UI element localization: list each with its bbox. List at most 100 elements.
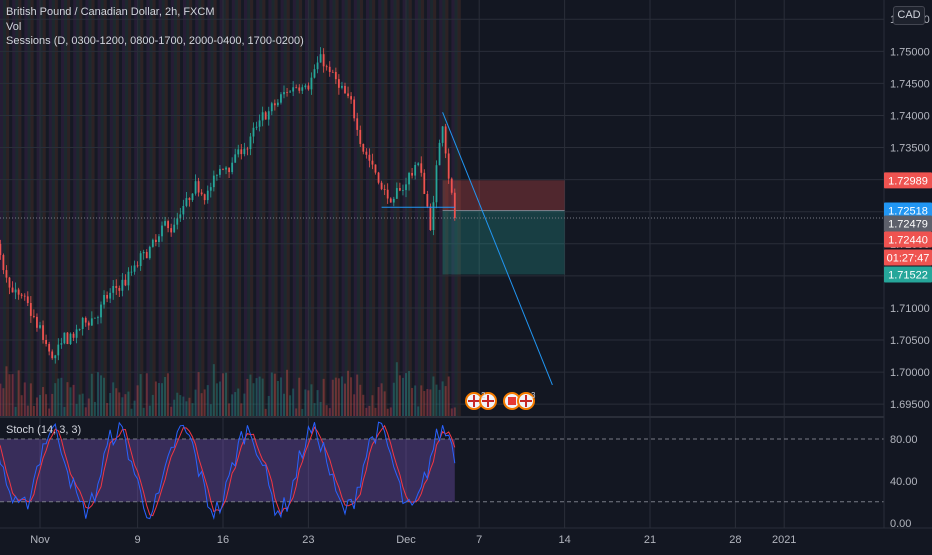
volume-bar (121, 397, 124, 417)
session-band (125, 0, 129, 417)
volume-bar (444, 386, 447, 417)
candle (139, 250, 142, 271)
candle (36, 313, 38, 332)
candle-body (380, 182, 383, 190)
session-band (94, 0, 98, 417)
candle (222, 168, 224, 171)
candle (283, 85, 285, 99)
session-band (82, 0, 86, 417)
candle (11, 281, 14, 293)
session-band (237, 0, 242, 417)
volume-bar (151, 394, 154, 417)
stoch-tick-label: 0.00 (890, 518, 911, 530)
candle-body (405, 184, 407, 191)
candle (209, 182, 212, 198)
session-band (378, 0, 382, 417)
session-band (259, 0, 263, 417)
candle-body (197, 181, 200, 193)
time-tick-label: 7 (476, 534, 482, 546)
price-label-box (884, 172, 932, 189)
session-band (442, 0, 446, 417)
volume-bar (124, 394, 127, 417)
candle-body (2, 255, 5, 271)
session-band (70, 0, 74, 417)
candle (341, 81, 343, 90)
price-label-text: 1.71522 (888, 269, 928, 281)
candle-body (432, 202, 435, 231)
session-band (356, 0, 361, 417)
volume-bar (148, 405, 151, 417)
candle (179, 207, 182, 222)
candle-body (255, 126, 258, 128)
session-band (73, 0, 77, 417)
candle (103, 290, 105, 309)
stop-loss-zone[interactable] (442, 180, 565, 211)
session-band (103, 0, 107, 417)
candle-body (167, 221, 169, 229)
currency-button[interactable]: CAD (893, 6, 925, 25)
session-band (399, 0, 403, 417)
sessions-indicator-label[interactable]: Sessions (D, 0300-1200, 0800-1700, 2000-… (6, 35, 304, 47)
session-band (192, 0, 196, 417)
candle-body (365, 151, 368, 155)
session-band (198, 0, 202, 417)
legend: British Pound / Canadian Dollar, 2h, FXC… (6, 5, 304, 49)
session-band (424, 0, 428, 417)
uk-flag-icon[interactable] (479, 392, 497, 410)
session-band (448, 0, 452, 417)
candle (191, 193, 194, 202)
candle-body (42, 325, 44, 340)
candle (115, 279, 118, 295)
candle-body (29, 303, 32, 316)
session-band (439, 0, 443, 417)
volume-bar (26, 405, 29, 417)
volume-bar (401, 377, 404, 417)
event-count: 3 (531, 391, 536, 400)
price-label-box (884, 249, 932, 266)
volume-bar (389, 407, 392, 417)
trend-line[interactable] (442, 112, 553, 386)
candle (325, 64, 328, 71)
candle (438, 139, 441, 166)
volume-bar (0, 383, 2, 417)
price-label-stop-loss: 1.72989 (884, 172, 932, 189)
candle-body (173, 224, 176, 233)
candle (118, 285, 121, 298)
volume-bar (112, 382, 115, 417)
candle (286, 88, 288, 97)
volume-indicator-label[interactable]: Vol (6, 20, 22, 33)
volume-bar (453, 407, 456, 417)
session-band (350, 0, 355, 417)
candle (167, 219, 169, 233)
volume-bar (23, 382, 26, 417)
candle (432, 195, 435, 236)
session-band (183, 0, 187, 417)
candle (237, 144, 240, 158)
uk-flag-icon[interactable] (517, 392, 535, 410)
price-label-take-profit: 1.71522 (884, 266, 932, 283)
candle (216, 174, 218, 181)
time-tick-label: 28 (729, 534, 741, 546)
stoch-indicator-label[interactable]: Stoch (14, 3, 3) (6, 424, 82, 436)
symbol-title[interactable]: British Pound / Canadian Dollar, 2h, FXC… (6, 6, 215, 18)
session-band (341, 0, 345, 417)
candle (444, 123, 447, 159)
candle-body (57, 344, 60, 356)
session-band (311, 0, 315, 417)
session-band (33, 0, 37, 417)
volume-bar (310, 384, 313, 417)
candle (145, 249, 148, 259)
volume-bar (322, 378, 325, 417)
session-band (115, 0, 120, 417)
candle (200, 189, 203, 196)
session-band (88, 0, 92, 417)
candle (188, 197, 191, 207)
volume-bar (222, 373, 224, 417)
volume-bar (261, 378, 264, 417)
volume-bar (179, 395, 182, 417)
volume-bar (45, 394, 48, 417)
session-band (283, 0, 287, 417)
candle (124, 274, 127, 287)
